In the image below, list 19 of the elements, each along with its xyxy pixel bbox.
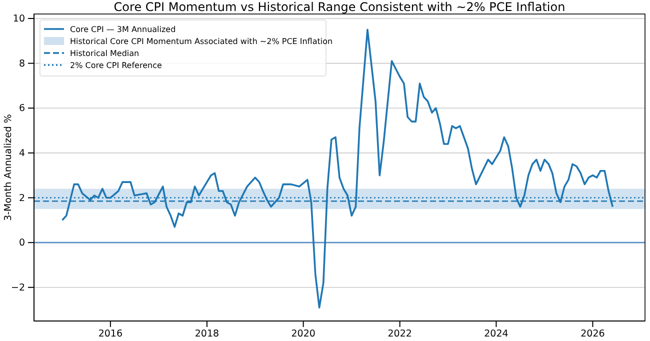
chart-title: Core CPI Momentum vs Historical Range Consistent with ~2% PCE Inflation <box>114 0 566 14</box>
legend-label: Historical Core CPI Momentum Associated with ~2% PCE Inflation <box>70 37 333 46</box>
x-tick-label: 2018 <box>194 328 220 340</box>
legend-label: Historical Median <box>70 49 140 58</box>
y-tick-label: 8 <box>18 58 25 70</box>
y-axis-title: 3-Month Annualized % <box>3 114 14 221</box>
y-tick-label: −2 <box>10 282 25 294</box>
legend-label: 2% Core CPI Reference <box>70 61 162 70</box>
legend-label: Core CPI — 3M Annualized <box>70 25 176 34</box>
x-tick-label: 2026 <box>580 328 605 340</box>
x-tick-label: 2016 <box>98 328 123 340</box>
y-tick-label: 6 <box>18 103 25 114</box>
x-tick-label: 2022 <box>388 328 412 340</box>
y-tick-label: 4 <box>18 148 25 159</box>
y-tick-label: 2 <box>18 192 25 204</box>
y-tick-label: 0 <box>18 238 25 249</box>
x-tick-label: 2024 <box>484 328 508 340</box>
y-tick-label: 10 <box>12 14 25 25</box>
x-tick-label: 2020 <box>291 328 316 340</box>
